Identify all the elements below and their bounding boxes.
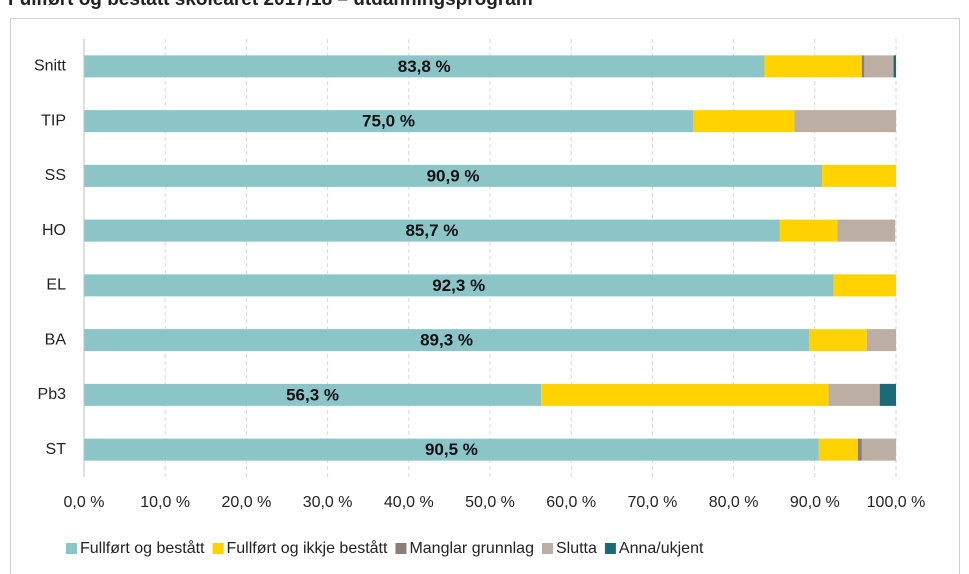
- bar-segment: [794, 110, 896, 133]
- y-tick-label: Pb3: [38, 386, 67, 403]
- legend-label: Fullført og ikkje bestått: [227, 539, 389, 557]
- chart-frame: [10, 18, 960, 574]
- value-label: 90,9 %: [427, 166, 480, 185]
- bar-segment: [779, 219, 838, 242]
- x-tick-label: 90,0 %: [790, 494, 840, 511]
- x-tick-label: 50,0 %: [465, 494, 515, 511]
- legend-swatch: [212, 543, 224, 554]
- legend-swatch: [66, 543, 77, 554]
- y-tick-label: ST: [46, 441, 67, 458]
- bar-segment: [541, 383, 829, 406]
- bar-segment: [693, 110, 795, 133]
- bar-segment: [893, 55, 896, 78]
- value-label: 75,0 %: [362, 112, 415, 131]
- x-tick-label: 100,0 %: [867, 494, 926, 511]
- bar-segment: [84, 383, 542, 406]
- bar-segment: [84, 219, 780, 242]
- x-tick-label: 0,0 %: [64, 494, 105, 511]
- y-tick-label: Snitt: [34, 58, 67, 75]
- chart-title: Fullført og bestått skoleåret 2017/18 – …: [8, 0, 533, 10]
- bar-segment: [822, 164, 896, 187]
- x-tick-label: 70,0 %: [627, 494, 677, 511]
- bar-segment: [84, 274, 834, 297]
- legend-swatch: [395, 543, 407, 554]
- y-tick-label: EL: [46, 277, 66, 294]
- value-label: 83,8 %: [398, 57, 451, 76]
- x-tick-label: 60,0 %: [546, 494, 596, 511]
- bar-segment: [866, 329, 896, 352]
- x-tick-label: 30,0 %: [303, 494, 353, 511]
- bar-segment: [828, 383, 880, 406]
- bar-segment: [809, 329, 867, 352]
- legend-label: Slutta: [556, 540, 597, 557]
- bar-segment: [764, 55, 862, 78]
- bar-segment: [84, 110, 693, 133]
- bar-segment: [84, 438, 819, 461]
- value-label: 85,7 %: [405, 221, 458, 240]
- bar-segment: [84, 329, 810, 352]
- legend-label: Manglar grunnlag: [409, 540, 534, 557]
- legend-swatch: [604, 543, 616, 554]
- x-tick-label: 10,0 %: [140, 494, 190, 511]
- y-tick-label: TIP: [41, 112, 66, 129]
- x-tick-label: 20,0 %: [221, 494, 271, 511]
- bar-segment: [837, 219, 896, 242]
- bar-segment: [861, 55, 865, 78]
- bar-segment: [857, 438, 862, 461]
- bar-segment: [864, 55, 894, 78]
- x-tick-label: 40,0 %: [384, 494, 434, 511]
- bar-segment: [84, 55, 765, 78]
- bar-segment: [879, 383, 896, 406]
- y-tick-label: HO: [42, 222, 66, 239]
- y-tick-label: BA: [45, 331, 67, 348]
- value-label: 89,3 %: [420, 331, 473, 350]
- bar-segment: [861, 438, 896, 461]
- value-label: 90,5 %: [425, 440, 478, 459]
- legend-swatch: [541, 543, 553, 554]
- value-label: 92,3 %: [432, 276, 485, 295]
- legend-label: Fullført og bestått: [80, 539, 205, 557]
- value-label: 56,3 %: [286, 385, 339, 404]
- y-tick-label: SS: [45, 167, 66, 184]
- legend-label: Anna/ukjent: [619, 540, 704, 557]
- x-tick-label: 80,0 %: [709, 494, 759, 511]
- bar-segment: [833, 274, 896, 297]
- bar-segment: [818, 438, 858, 461]
- bar-segment: [84, 164, 823, 187]
